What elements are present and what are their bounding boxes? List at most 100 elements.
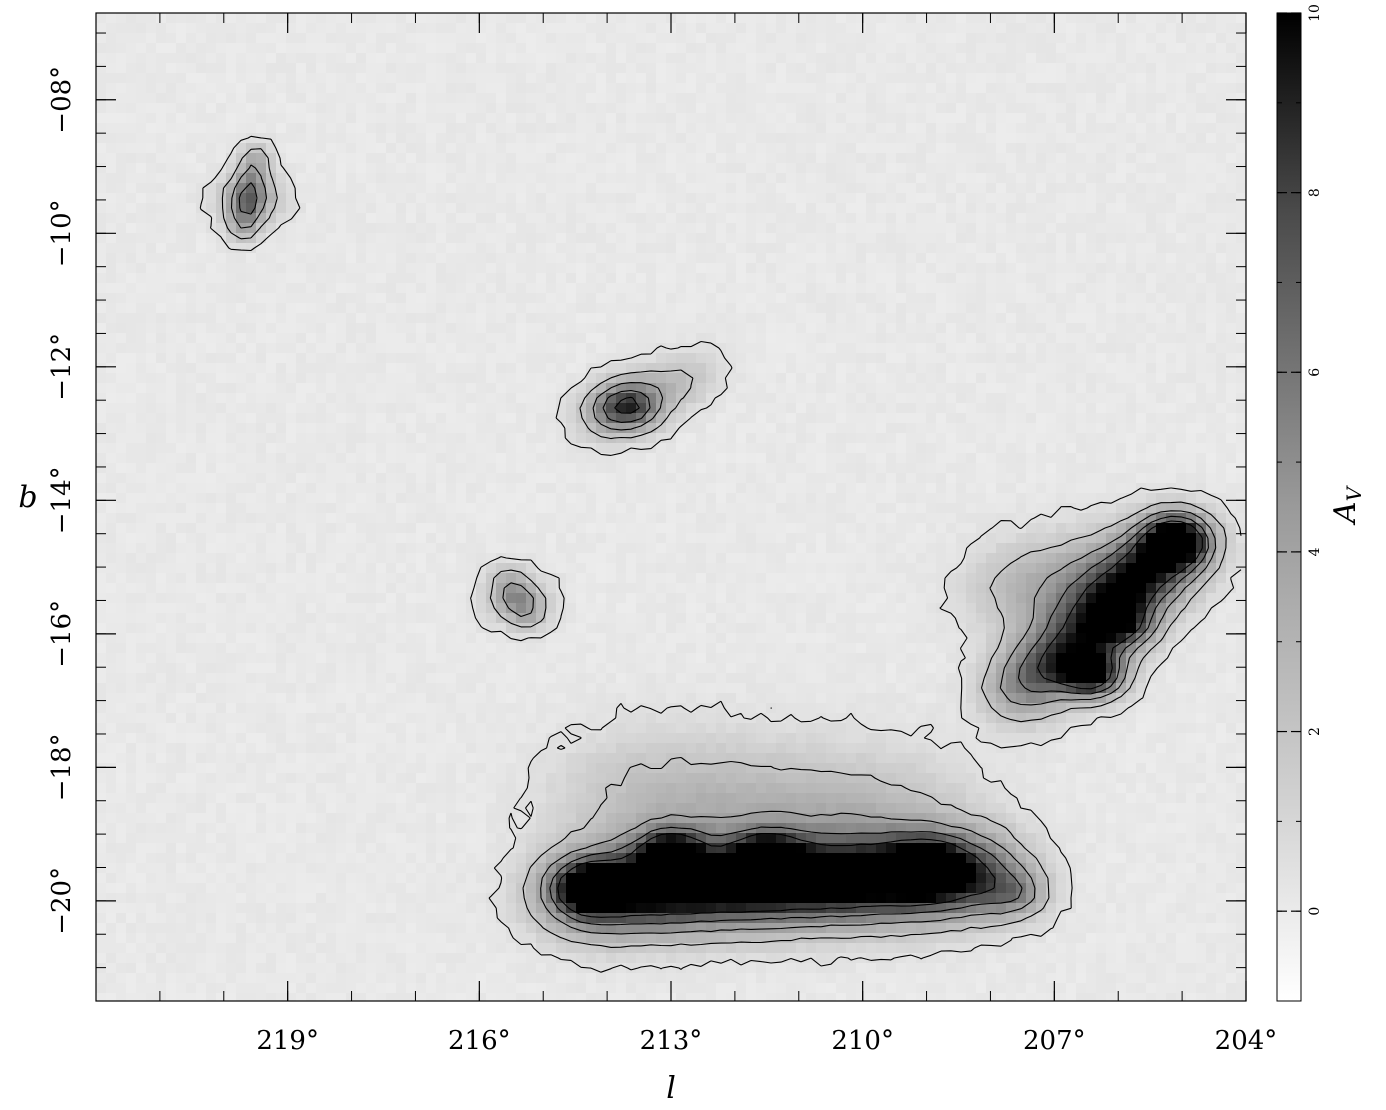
- heatmap-cell: [186, 333, 197, 344]
- heatmap-cell: [246, 253, 257, 264]
- heatmap-cell: [726, 43, 737, 54]
- heatmap-cell: [396, 293, 407, 304]
- heatmap-cell: [156, 373, 167, 384]
- heatmap-cell: [1236, 93, 1246, 104]
- heatmap-cell: [166, 33, 177, 44]
- heatmap-cell: [556, 233, 567, 244]
- heatmap-cell: [236, 343, 247, 354]
- heatmap-cell: [1186, 123, 1197, 134]
- heatmap-cell: [876, 373, 887, 384]
- heatmap-cell: [466, 33, 477, 44]
- heatmap-cell: [956, 313, 967, 324]
- heatmap-cell: [1006, 223, 1017, 234]
- heatmap-cell: [346, 143, 357, 154]
- heatmap-cell: [276, 113, 287, 124]
- heatmap-cell: [746, 413, 757, 424]
- heatmap-cell: [726, 63, 737, 74]
- heatmap-cell: [316, 203, 327, 214]
- heatmap-cell: [1206, 313, 1217, 324]
- heatmap-cell: [916, 213, 927, 224]
- heatmap-cell: [1186, 353, 1197, 364]
- heatmap-cell: [1026, 63, 1037, 74]
- heatmap-cell: [826, 343, 837, 354]
- heatmap-cell: [646, 263, 657, 274]
- heatmap-cell: [136, 293, 147, 304]
- heatmap-cell: [586, 233, 597, 244]
- heatmap-cell: [686, 243, 697, 254]
- heatmap-cell: [816, 303, 827, 314]
- heatmap-cell: [766, 33, 777, 44]
- heatmap-cell: [466, 233, 477, 244]
- heatmap-cell: [836, 313, 847, 324]
- heatmap-cell: [966, 403, 977, 414]
- heatmap-cell: [126, 253, 137, 264]
- heatmap-cell: [1236, 113, 1246, 124]
- heatmap-cell: [1196, 23, 1207, 34]
- heatmap-cell: [416, 243, 427, 254]
- heatmap-cell: [1196, 123, 1207, 134]
- heatmap-cell: [446, 283, 457, 294]
- heatmap-cell: [916, 223, 927, 234]
- heatmap-cell: [396, 213, 407, 224]
- heatmap-cell: [876, 213, 887, 224]
- heatmap-cell: [976, 123, 987, 134]
- heatmap-cell: [696, 383, 707, 394]
- heatmap-cell: [1196, 403, 1207, 414]
- heatmap-cell: [1236, 433, 1246, 444]
- heatmap-cell: [186, 93, 197, 104]
- heatmap-cell: [856, 243, 867, 254]
- heatmap-cell: [166, 443, 177, 454]
- heatmap-cell: [1086, 293, 1097, 304]
- heatmap-cell: [166, 163, 177, 174]
- heatmap-cell: [866, 273, 877, 284]
- heatmap-cell: [876, 433, 887, 444]
- heatmap-cell: [1216, 213, 1227, 224]
- heatmap-cell: [806, 213, 817, 224]
- heatmap-cell: [446, 23, 457, 34]
- heatmap-cell: [526, 163, 537, 174]
- heatmap-cell: [436, 413, 447, 424]
- heatmap-cell: [956, 403, 967, 414]
- heatmap-cell: [826, 83, 837, 94]
- heatmap-cell: [756, 223, 767, 234]
- heatmap-cell: [916, 393, 927, 404]
- heatmap-cell: [286, 103, 297, 114]
- heatmap-cell: [976, 303, 987, 314]
- heatmap-cell: [566, 323, 577, 334]
- heatmap-cell: [416, 383, 427, 394]
- heatmap-cell: [1236, 403, 1246, 414]
- heatmap-cell: [356, 153, 367, 164]
- heatmap-cell: [726, 213, 737, 224]
- heatmap-cell: [416, 73, 427, 84]
- heatmap-cell: [966, 103, 977, 114]
- heatmap-cell: [546, 163, 557, 174]
- heatmap-cell: [1226, 363, 1237, 374]
- heatmap-cell: [1056, 313, 1067, 324]
- heatmap-cell: [816, 333, 827, 344]
- heatmap-cell: [776, 33, 787, 44]
- heatmap-cell: [486, 313, 497, 324]
- heatmap-cell: [1136, 83, 1147, 94]
- heatmap-cell: [446, 83, 457, 94]
- heatmap-cell: [926, 393, 937, 404]
- heatmap-cell: [1186, 13, 1197, 24]
- heatmap-cell: [716, 413, 727, 424]
- heatmap-cell: [426, 383, 437, 394]
- heatmap-cell: [406, 443, 417, 454]
- heatmap-cell: [606, 293, 617, 304]
- heatmap-cell: [866, 343, 877, 354]
- heatmap-cell: [1016, 393, 1027, 404]
- heatmap-cell: [496, 203, 507, 214]
- heatmap-cell: [366, 143, 377, 154]
- heatmap-cell: [946, 353, 957, 364]
- heatmap-cell: [116, 263, 127, 274]
- heatmap-cell: [906, 153, 917, 164]
- heatmap-cell: [246, 303, 257, 314]
- heatmap-cell: [486, 133, 497, 144]
- heatmap-cell: [346, 153, 357, 164]
- heatmap-cell: [376, 183, 387, 194]
- heatmap-cell: [1046, 13, 1057, 24]
- heatmap-cell: [146, 53, 157, 64]
- heatmap-cell: [966, 123, 977, 134]
- heatmap-cell: [126, 153, 137, 164]
